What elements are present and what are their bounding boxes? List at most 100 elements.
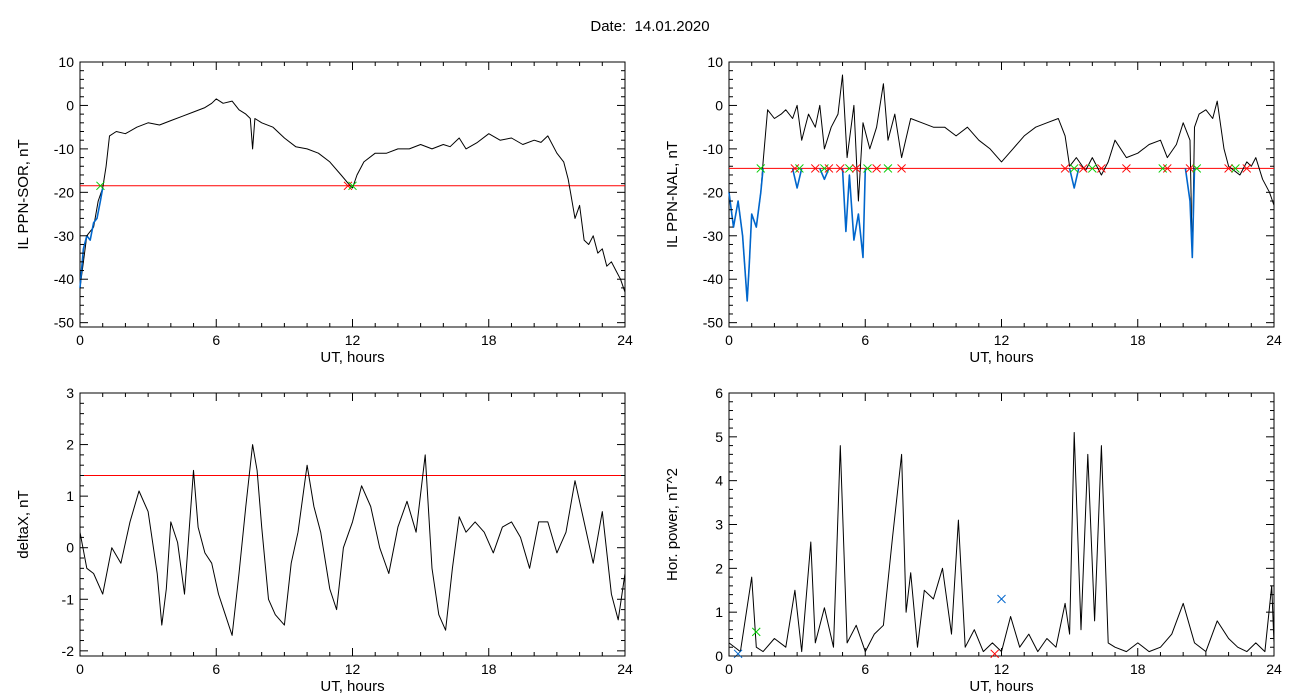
chart-1-xtick-label-1: 6: [861, 332, 869, 348]
chart-1-marker-6: [835, 164, 845, 173]
chart-2-xlabel: UT, hours: [320, 678, 384, 695]
chart-0-series-0: [79, 98, 626, 293]
marker-stroke: [348, 181, 357, 191]
marker-stroke: [1162, 164, 1172, 173]
marker-stroke: [1224, 164, 1233, 173]
marker-stroke: [863, 164, 872, 173]
chart-0-xtick-label-1: 6: [212, 332, 220, 348]
chart-0-ytick-label-4: -10: [54, 141, 74, 157]
chart-0-xtick-label-3: 18: [481, 332, 497, 348]
marker-stroke: [883, 164, 893, 173]
chart-1-marker-3: [810, 164, 820, 173]
chart-1-marker-12: [897, 164, 906, 173]
marker-stroke: [1242, 164, 1252, 173]
chart-3-frame: [728, 392, 1275, 657]
marker-stroke: [824, 164, 834, 173]
marker-stroke: [990, 649, 1000, 659]
chart-1-marker-15: [1078, 164, 1088, 173]
chart-3-ytick-label-6: 6: [715, 385, 723, 401]
chart-1-ytick-label-4: -10: [703, 141, 723, 157]
chart-1-marker-17: [1097, 164, 1106, 173]
chart-il-ppn-sor: 0 6 12 18 24 -50 -40 -30 -20 -10 0 10 UT, hours IL PP…: [15, 54, 633, 366]
chart-0-xtick-label-4: 24: [617, 332, 633, 348]
chart-3-ytick-label-5: 5: [715, 429, 723, 445]
chart-0-series-1: [79, 187, 104, 288]
chart-0-ytick-label-5: 0: [66, 97, 74, 113]
marker-stroke: [751, 627, 761, 637]
page-title: Date: 14.01.2020: [590, 18, 710, 35]
chart-1-ytick-label-0: -50: [703, 315, 723, 331]
chart-0-xtick-label-0: 0: [76, 332, 84, 348]
chart-2-xtick-label-0: 0: [76, 661, 84, 677]
marker-stroke: [872, 164, 881, 173]
chart-1-ylabel: IL PPN-NAL, nT: [664, 141, 681, 248]
marker-stroke: [810, 164, 820, 173]
chart-2-xtick-label-4: 24: [617, 661, 633, 677]
chart-3-ytick-label-1: 1: [715, 604, 723, 620]
chart-3-xlabel: UT, hours: [969, 678, 1033, 695]
chart-1-xlabel: UT, hours: [969, 349, 1033, 366]
chart-2-ytick-label-2: 0: [66, 540, 74, 556]
chart-1-marker-1: [790, 164, 800, 173]
chart-0-marker-1: [343, 181, 353, 191]
chart-1-frame: [728, 61, 1275, 328]
chart-0-frame: [79, 61, 626, 328]
chart-1-marker-9: [863, 164, 872, 173]
chart-1-marker-11: [883, 164, 893, 173]
marker-stroke: [845, 164, 854, 173]
chart-1-series-5: [1068, 168, 1080, 189]
chart-2-ytick-label-5: 3: [66, 385, 74, 401]
chart-3-ytick-label-4: 4: [715, 473, 723, 489]
marker-stroke: [795, 164, 804, 173]
chart-3-ytick-label-2: 2: [715, 560, 723, 576]
chart-2-ylabel: deltaX, nT: [15, 490, 32, 558]
chart-3-series-0: [728, 432, 1275, 653]
chart-0-ytick-label-6: 10: [58, 54, 74, 70]
chart-1-marker-23: [1224, 164, 1233, 173]
chart-3-marker-2: [990, 649, 1000, 659]
chart-1-marker-5: [824, 164, 834, 173]
marker-stroke: [756, 164, 766, 173]
chart-2-ytick-label-1: -1: [62, 591, 75, 607]
marker-stroke: [1158, 164, 1168, 173]
marker-stroke: [851, 164, 861, 173]
chart-3-ytick-label-0: 0: [715, 648, 723, 664]
chart-0-marker-2: [348, 181, 357, 191]
chart-1-marker-13: [1060, 164, 1070, 173]
marker-stroke: [96, 181, 105, 191]
chart-3-xtick-label-2: 12: [994, 661, 1010, 677]
chart-1-series-4: [841, 168, 867, 259]
chart-1-marker-24: [1231, 164, 1240, 173]
chart-3-ylabel: Hor. power, nT^2: [664, 468, 681, 581]
chart-1-marker-14: [1069, 164, 1079, 173]
chart-1-marker-4: [820, 164, 829, 173]
marker-stroke: [1087, 164, 1097, 173]
chart-1-ytick-label-5: 0: [715, 97, 723, 113]
chart-0-ytick-label-0: -50: [54, 315, 74, 331]
marker-stroke: [1097, 164, 1106, 173]
chart-1-marker-22: [1192, 164, 1202, 173]
chart-1-marker-19: [1158, 164, 1168, 173]
chart-2-xtick-label-1: 6: [212, 661, 220, 677]
chart-3-xtick-label-3: 18: [1130, 661, 1146, 677]
marker-stroke: [1192, 164, 1202, 173]
chart-1-marker-20: [1162, 164, 1172, 173]
chart-0-ylabel: IL PPN-SOR, nT: [15, 139, 32, 249]
chart-0-xlabel: UT, hours: [320, 349, 384, 366]
chart-1-marker-0: [756, 164, 766, 173]
marker-stroke: [1069, 164, 1079, 173]
marker-stroke: [1060, 164, 1070, 173]
chart-1-xtick-label-4: 24: [1266, 332, 1282, 348]
chart-1-ytick-label-3: -20: [703, 184, 723, 200]
marker-stroke: [835, 164, 845, 173]
marker-stroke: [1078, 164, 1088, 173]
chart-1-marker-2: [795, 164, 804, 173]
chart-0-ytick-label-1: -40: [54, 271, 74, 287]
chart-3-xtick-label-4: 24: [1266, 661, 1282, 677]
marker-stroke: [1185, 164, 1195, 173]
chart-3-xtick-label-1: 6: [861, 661, 869, 677]
chart-1-marker-18: [1122, 164, 1131, 173]
chart-1-marker-25: [1242, 164, 1252, 173]
